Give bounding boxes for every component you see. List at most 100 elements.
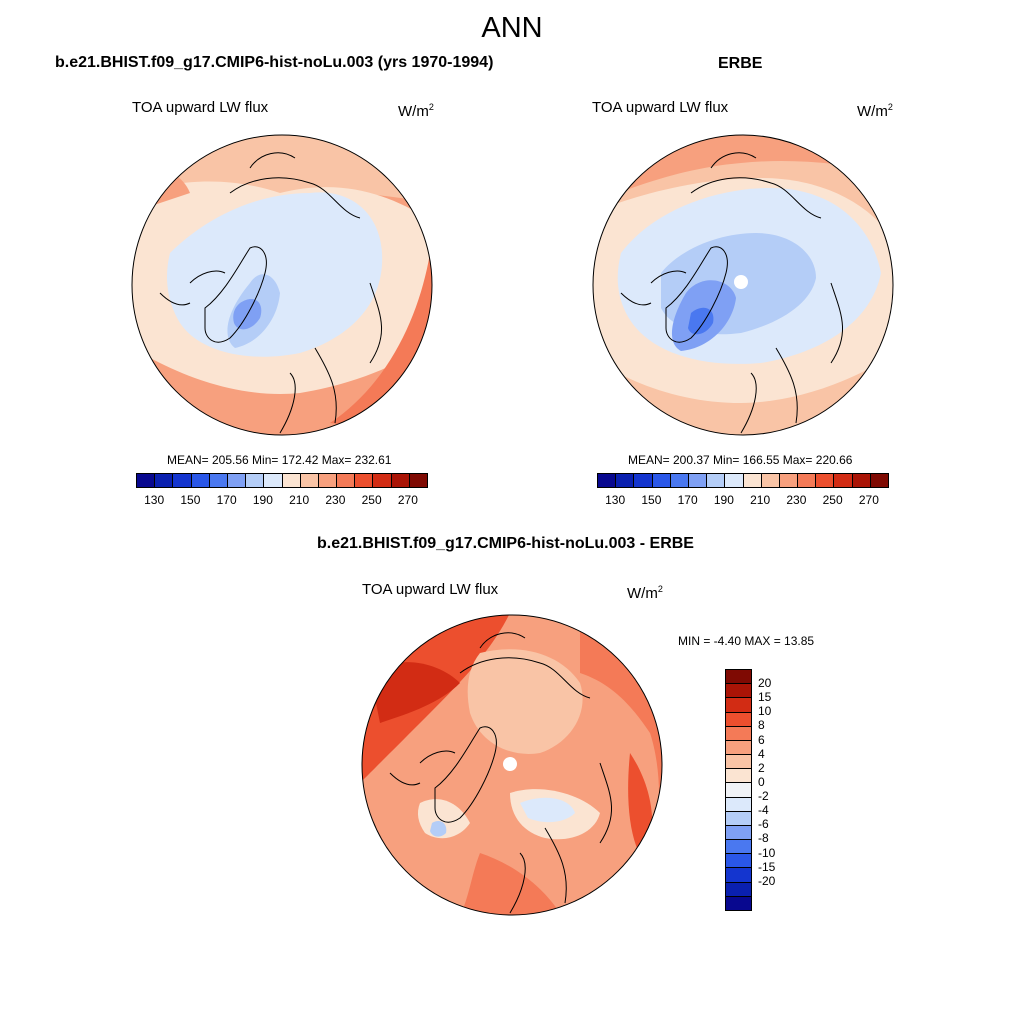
panel1-colorbar-swatch [391,474,410,487]
panel1-colorbar [136,473,428,488]
panel3-colorbar-swatch [726,854,751,869]
panel1-polar-map [131,134,433,436]
panel1-colorbar-tick-label: 130 [144,493,165,507]
panel3-colorbar-tick-label: -20 [758,873,776,888]
panel1-variable: TOA upward LW flux [132,99,269,116]
panel2-colorbar-swatch [834,474,853,487]
panel2-colorbar-tick-label: 210 [750,493,771,507]
panel1-colorbar-swatch [173,474,192,487]
panel2-colorbar-tick-label: 170 [677,493,698,507]
panel3-colorbar-tick-label: 8 [758,718,765,733]
panel1-colorbar-tick-label: 250 [361,493,382,507]
panel2-colorbar-swatch [852,474,871,487]
panel3-polar-map [361,614,663,916]
panel1-colorbar-swatch [191,474,210,487]
panel3-heading: b.e21.BHIST.f09_g17.CMIP6-hist-noLu.003 … [317,535,694,552]
panel1-colorbar-swatch [155,474,174,487]
panel3-colorbar-tick-label: 15 [758,690,772,705]
panel2-colorbar-swatch [616,474,635,487]
panel1-stats: MEAN= 205.56 Min= 172.42 Max= 232.61 [167,453,392,467]
panel1-colorbar-tick-label: 170 [216,493,237,507]
panel1-colorbar-swatch [209,474,228,487]
panel3-colorbar-tick-label: 2 [758,760,765,775]
panel1-colorbar-swatch [264,474,283,487]
panel3-colorbar [725,669,752,911]
panel1-heading: b.e21.BHIST.f09_g17.CMIP6-hist-noLu.003 … [55,54,494,71]
panel3-colorbar-swatch [726,698,751,713]
panel3-units: W/m2 [627,584,663,602]
panel2-colorbar-swatch [634,474,653,487]
panel2-colorbar-tick-label: 270 [858,493,879,507]
panel2-colorbar-swatch [779,474,799,487]
panel2-colorbar-tick-label: 250 [822,493,843,507]
panel3-variable: TOA upward LW flux [362,581,499,598]
panel2-polar-map [592,134,894,436]
panel3-colorbar-ticks: 20 15 10 8 6 4 2 0 -2 -4 -6 -8 -10 -15 -20 [758,669,798,909]
panel3-colorbar-swatch [726,684,751,699]
panel2-colorbar-swatch [598,474,617,487]
panel2-colorbar-swatch [870,474,888,487]
panel2-colorbar-tick-label: 150 [641,493,662,507]
panel1-colorbar-swatch [246,474,265,487]
panel3-colorbar-swatch [726,868,751,883]
panel1-colorbar-swatch [318,474,338,487]
panel1-colorbar-tick-label: 190 [252,493,273,507]
panel1-colorbar-swatch [373,474,392,487]
panel3-colorbar-tick-label: -6 [758,817,769,832]
panel3-colorbar-tick-label: 0 [758,774,765,789]
panel1-colorbar-swatch [300,474,319,487]
panel1-colorbar-tick-label: 150 [180,493,201,507]
panel1-units: W/m2 [398,102,434,120]
panel2-colorbar-swatch [652,474,671,487]
panel1-colorbar-ticks: 130 150 170 190 210 230 250 270 [136,493,426,507]
panel3-colorbar-swatch [726,896,751,910]
panel3-colorbar-swatch [726,797,751,812]
panel3-colorbar-tick-label: 10 [758,704,772,719]
panel1-colorbar-tick-label: 210 [289,493,310,507]
panel3-colorbar-swatch [726,882,751,897]
panel2-colorbar-tick-label: 190 [713,493,734,507]
panel2-colorbar-tick-label: 230 [786,493,807,507]
panel2-colorbar-tick-label: 130 [605,493,626,507]
panel3-colorbar-tick-label: -2 [758,789,769,804]
panel2-colorbar-swatch [761,474,780,487]
panel1-colorbar-tick-label: 270 [397,493,418,507]
panel2-colorbar-swatch [816,474,835,487]
panel1-colorbar-swatch [337,474,356,487]
panel3-colorbar-swatch [726,783,751,798]
panel2-colorbar-ticks: 130 150 170 190 210 230 250 270 [597,493,887,507]
panel3-colorbar-tick-label: 4 [758,746,765,761]
panel3-colorbar-tick-label: -8 [758,831,769,846]
panel3-colorbar-tick-label: -10 [758,845,776,860]
panel2-colorbar-swatch [725,474,744,487]
panel3-colorbar-swatch [726,811,751,826]
panel3-colorbar-swatch [726,670,751,685]
panel2-colorbar-swatch [798,474,817,487]
panel2-variable: TOA upward LW flux [592,99,729,116]
panel2-units: W/m2 [857,102,893,120]
panel2-heading: ERBE [718,55,763,72]
panel2-colorbar [597,473,889,488]
panel3-colorbar-swatch [726,740,751,756]
panel3-colorbar-tick-label: -15 [758,859,776,874]
panel1-colorbar-swatch [282,474,301,487]
panel3-stats: MIN = -4.40 MAX = 13.85 [678,634,815,648]
panel2-colorbar-swatch [670,474,689,487]
panel3-colorbar-tick-label: 20 [758,676,772,691]
panel3-colorbar-tick-label: -4 [758,803,769,818]
figure-title: ANN [481,12,543,44]
panel3-colorbar-swatch [726,726,751,741]
panel3-colorbar-swatch [726,840,751,855]
panel1-colorbar-swatch [137,474,156,487]
panel3-colorbar-swatch [726,755,751,770]
panel2-colorbar-swatch [743,474,762,487]
panel1-colorbar-swatch [355,474,374,487]
panel3-colorbar-swatch [726,712,751,727]
panel1-colorbar-swatch [409,474,427,487]
panel2-colorbar-swatch [688,474,708,487]
panel3-colorbar-swatch [726,825,751,841]
panel2-stats: MEAN= 200.37 Min= 166.55 Max= 220.66 [628,453,853,467]
panel3-colorbar-swatch [726,769,751,784]
panel1-colorbar-swatch [227,474,247,487]
panel1-colorbar-tick-label: 230 [325,493,346,507]
